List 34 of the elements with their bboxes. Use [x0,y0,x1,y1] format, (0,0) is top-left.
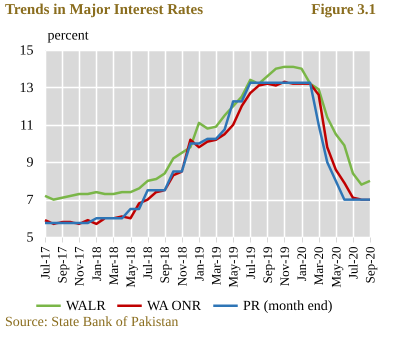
x-tick-label: Sep-18 [157,246,172,284]
caption: Figure 3.1 [311,2,376,19]
x-tick-label: Mar-18 [106,246,121,286]
x-tick-label: Mar-20 [311,246,326,286]
line-series [44,66,372,201]
x-tick-label: Nov-18 [174,246,190,286]
x-tick-label: Jul-18 [140,246,156,279]
legend-label: PR (month end) [243,298,333,314]
y-axis-title: percent [48,28,89,44]
x-tick-label: Sep-19 [260,246,275,284]
legend-label: WALR [66,298,106,314]
x-tick-label: Nov-19 [276,246,292,286]
y-tick-label: 13 [20,80,34,96]
x-tick-label: Jan-20 [294,246,310,282]
x-tick-label: Jan-19 [191,246,206,282]
x-tick-label: May-19 [226,246,241,288]
x-tick-label: Jul-20 [345,246,360,279]
x-tick-label: Nov-17 [72,246,87,286]
x-tick-label: Jul-19 [242,246,258,279]
x-tick-label: Jul-17 [38,246,52,279]
legend-label: WA ONR [147,298,202,314]
y-tick-label: 7 [26,193,34,208]
x-tick-label: May-20 [328,246,344,288]
y-tick-label: 9 [26,156,34,171]
y-tick-label: 15 [20,44,34,58]
source-note: Source: State Bank of Pakistan [5,315,178,331]
y-tick-label: 5 [26,230,34,246]
x-tick-label: May-18 [123,246,138,288]
y-tick-label: 11 [20,118,34,134]
x-tick-label: Sep-17 [54,246,70,284]
x-tick-label: Mar-19 [208,246,224,286]
x-tick-label: Jan-18 [88,246,104,282]
chart-title: Trends in Major Interest Rates [5,2,204,19]
x-tick-label: Sep-20 [362,246,378,284]
